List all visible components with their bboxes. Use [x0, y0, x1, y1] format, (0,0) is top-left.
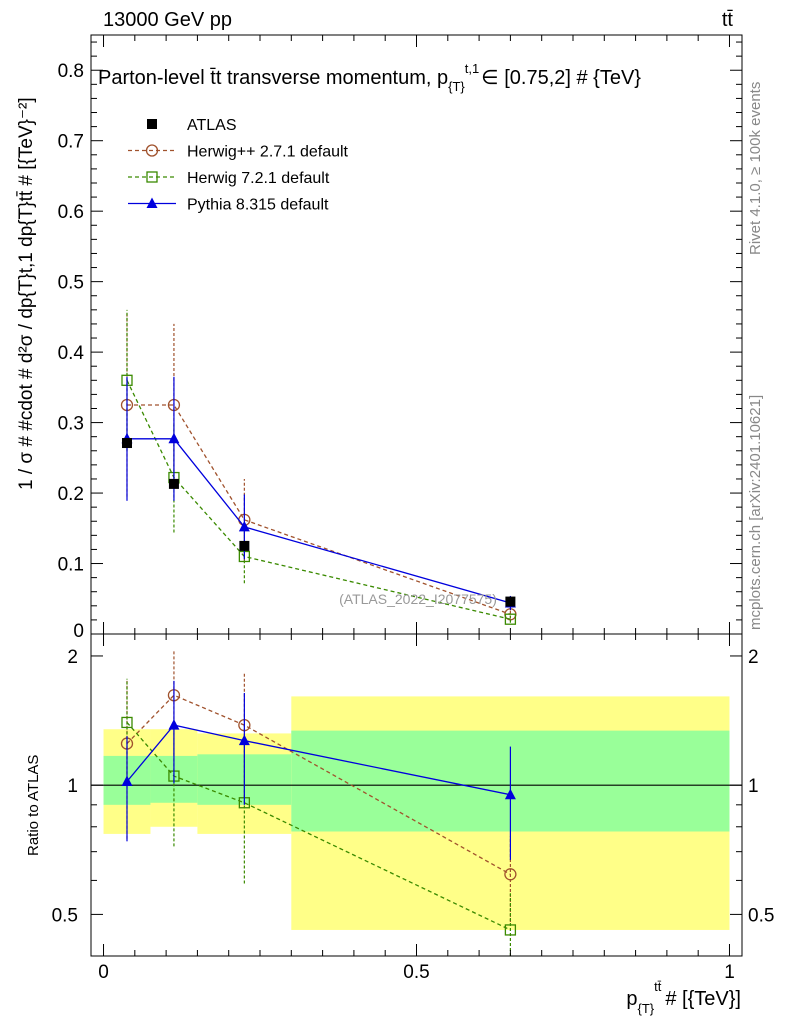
atlas-data-point — [121, 438, 132, 449]
x-axis-label-tail: # [{TeV}] — [665, 988, 741, 1010]
ratio-y-tick-label-right: 1 — [748, 776, 759, 797]
legend-marker — [146, 197, 158, 208]
y-tick-label: 0.6 — [58, 202, 84, 223]
series-line — [126, 404, 511, 615]
legend-marker — [146, 171, 158, 183]
legend-label: Herwig 7.2.1 default — [187, 170, 330, 187]
data-point — [504, 613, 517, 625]
energy-label: 13000 GeV pp — [103, 9, 232, 31]
y-tick-label: 0.8 — [58, 61, 84, 82]
y-tick-label: 0.3 — [58, 414, 84, 435]
ratio-y-tick-label-right: 2 — [748, 647, 759, 668]
chart-title-main: Parton-level t̄t transverse momentum, p — [98, 67, 448, 89]
x-axis-label-sup: tt̄ — [654, 979, 662, 994]
ratio-plot: 0.5 0.5 1 1 2 2 0 0.5 1 Ratio to ATLAS p{T} tt̄#… — [25, 633, 774, 1016]
ratio-data-point — [121, 716, 133, 729]
ratio-series-line — [126, 724, 511, 796]
legend-label: Herwig++ 2.7.1 default — [187, 144, 349, 161]
ratio-y-tick-label: 1 — [67, 776, 78, 797]
ratio-data-point — [168, 719, 180, 730]
x-tick-label: 0.5 — [403, 962, 429, 983]
mcplots-label: mcplots.cern.ch [arXiv:2401.10621] — [747, 395, 764, 630]
ratio-series-line — [126, 722, 511, 931]
ratio-y-tick-label: 2 — [67, 647, 78, 668]
y-tick-label-zero: 0 — [73, 621, 84, 642]
atlas-data-point — [505, 596, 516, 607]
rivet-version-label: Rivet 4.1.0, ≥ 100k events — [747, 82, 764, 255]
y-tick-label: 0.7 — [58, 132, 84, 153]
main-plot: 0.1 0.2 0.3 0.4 0.5 0.6 0.7 0.8 0 Parton-level t… — [16, 34, 743, 642]
chart-title-sub: {T} — [448, 79, 465, 94]
ratio-y-tick-label-right: 0.5 — [748, 905, 774, 926]
legend-marker — [147, 119, 157, 129]
x-axis-label-sub: {T} — [638, 1001, 655, 1016]
ratio-data-point — [504, 924, 517, 936]
ratio-data-point — [504, 868, 517, 881]
legend: ATLAS Herwig++ 2.7.1 default Herwig 7.2.1 … — [128, 117, 349, 214]
ratio-data-point — [504, 788, 516, 800]
x-tick-label: 1 — [724, 962, 735, 983]
watermark: (ATLAS_2022_I2077575) — [339, 591, 497, 607]
data-point — [238, 520, 250, 532]
x-axis-label-main: p — [626, 988, 637, 1010]
y-tick-label: 0.2 — [58, 484, 84, 505]
y-axis-label: 1 / σ # #cdot # d²σ / dp{T}t,1 dp{T}tt̄ … — [16, 97, 37, 490]
y-tick-label: 0.5 — [58, 273, 84, 294]
legend-marker — [145, 144, 159, 157]
process-label: tt̄ — [722, 9, 734, 31]
ratio-y-axis-label: Ratio to ATLAS — [25, 755, 42, 856]
chart-title-tail: ∈ [0.75,2] # {TeV} — [481, 67, 641, 89]
data-point — [168, 432, 180, 444]
series-line — [126, 438, 511, 604]
chart-title: Parton-level t̄t transverse momentum, p{… — [98, 61, 641, 94]
atlas-data-point — [239, 540, 250, 551]
chart-title-sup: t,1 — [465, 61, 479, 76]
y-tick-label: 0.1 — [58, 555, 84, 576]
x-axis-label: p{T} tt̄# [{TeV}] — [626, 979, 741, 1016]
ratio-y-tick-label: 0.5 — [52, 905, 78, 926]
y-tick-label: 0.4 — [58, 343, 85, 364]
x-tick-label: 0 — [98, 962, 109, 983]
ratio-series-line — [126, 694, 511, 875]
ratio-data-point — [238, 734, 250, 746]
ratio-data-point — [121, 775, 133, 786]
legend-label: ATLAS — [187, 117, 237, 134]
series-line — [126, 380, 511, 620]
atlas-data-point — [168, 478, 179, 489]
legend-label: Pythia 8.315 default — [187, 197, 329, 214]
